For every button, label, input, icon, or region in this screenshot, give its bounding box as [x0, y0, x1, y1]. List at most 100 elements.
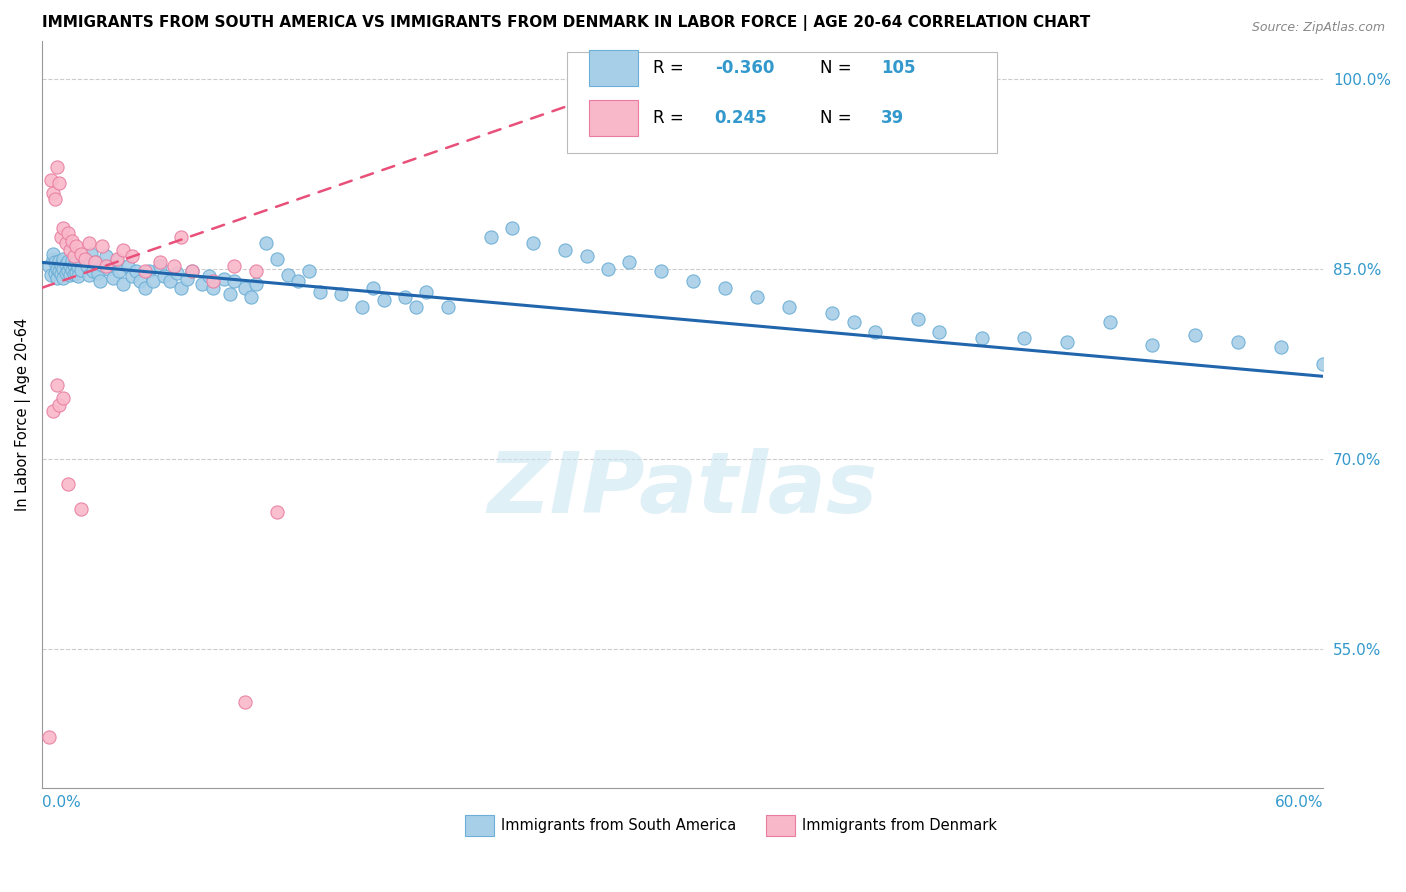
Point: [201, 274, 224, 288]
Point: [138, 264, 160, 278]
Point: [46, 261, 69, 276]
Point: [96, 249, 118, 263]
Point: [134, 264, 156, 278]
Point: [52, 221, 75, 235]
Point: [1142, 337, 1164, 351]
Point: [928, 325, 950, 339]
Text: R =: R =: [654, 59, 689, 77]
Point: [86, 266, 108, 280]
Point: [121, 269, 143, 284]
Point: [56, 477, 79, 491]
Point: [1270, 340, 1292, 354]
Point: [96, 259, 118, 273]
Point: [373, 293, 395, 308]
Point: [51, 258, 73, 272]
Point: [821, 306, 844, 320]
Point: [1014, 331, 1036, 345]
Point: [554, 243, 576, 257]
Point: [73, 252, 96, 266]
Point: [69, 246, 91, 260]
Point: [77, 236, 100, 251]
Point: [254, 236, 277, 251]
Point: [76, 259, 98, 273]
Point: [48, 254, 70, 268]
Point: [52, 391, 75, 405]
Point: [298, 264, 321, 278]
Text: Immigrants from South America: Immigrants from South America: [501, 818, 735, 833]
Point: [59, 243, 82, 257]
Point: [48, 176, 70, 190]
Point: [55, 236, 77, 251]
Point: [233, 695, 256, 709]
Point: [59, 268, 82, 282]
Point: [55, 266, 77, 280]
Point: [73, 252, 96, 266]
Point: [42, 252, 65, 266]
Point: [522, 236, 544, 251]
Point: [170, 230, 193, 244]
Point: [233, 281, 256, 295]
Point: [224, 274, 246, 288]
Point: [197, 269, 219, 284]
Point: [69, 502, 91, 516]
Point: [42, 186, 65, 200]
Point: [245, 264, 267, 278]
Point: [63, 267, 86, 281]
Point: [44, 192, 66, 206]
Point: [224, 259, 246, 273]
Point: [142, 274, 165, 288]
Point: [42, 246, 65, 260]
Point: [125, 264, 148, 278]
Point: [308, 285, 330, 299]
Point: [52, 270, 75, 285]
Point: [219, 287, 242, 301]
Point: [394, 290, 416, 304]
Point: [501, 221, 523, 235]
Point: [105, 252, 128, 266]
Text: N =: N =: [820, 59, 856, 77]
Point: [907, 312, 929, 326]
Point: [52, 261, 75, 276]
Text: 0.0%: 0.0%: [42, 796, 82, 810]
Text: 0.245: 0.245: [714, 109, 768, 127]
Point: [121, 249, 143, 263]
Point: [479, 230, 502, 244]
Point: [108, 264, 131, 278]
Point: [266, 505, 288, 519]
Point: [361, 281, 384, 295]
Point: [240, 290, 263, 304]
Point: [714, 281, 737, 295]
Text: Immigrants from Denmark: Immigrants from Denmark: [801, 818, 997, 833]
Point: [201, 281, 224, 295]
Point: [44, 255, 66, 269]
Point: [44, 266, 66, 280]
Point: [682, 274, 704, 288]
Point: [65, 255, 87, 269]
Text: ZIPatlas: ZIPatlas: [488, 448, 877, 531]
Text: 105: 105: [882, 59, 915, 77]
Text: R =: R =: [654, 109, 689, 127]
Point: [112, 277, 135, 291]
Point: [84, 255, 107, 269]
Point: [48, 399, 70, 413]
Point: [48, 264, 70, 278]
Point: [105, 254, 128, 268]
Point: [277, 268, 299, 282]
Point: [101, 270, 124, 285]
Text: -0.360: -0.360: [714, 59, 775, 77]
Point: [80, 246, 103, 260]
Point: [596, 261, 619, 276]
Text: 60.0%: 60.0%: [1275, 796, 1323, 810]
Point: [46, 161, 69, 175]
Text: IMMIGRANTS FROM SOUTH AMERICA VS IMMIGRANTS FROM DENMARK IN LABOR FORCE | AGE 20: IMMIGRANTS FROM SOUTH AMERICA VS IMMIGRA…: [42, 15, 1091, 31]
Point: [97, 261, 120, 276]
Point: [180, 264, 202, 278]
Point: [1312, 357, 1334, 371]
Point: [1184, 327, 1206, 342]
Point: [148, 255, 170, 269]
Point: [170, 281, 193, 295]
Point: [180, 264, 202, 278]
Bar: [465, 815, 495, 837]
Point: [51, 230, 73, 244]
Point: [437, 300, 460, 314]
